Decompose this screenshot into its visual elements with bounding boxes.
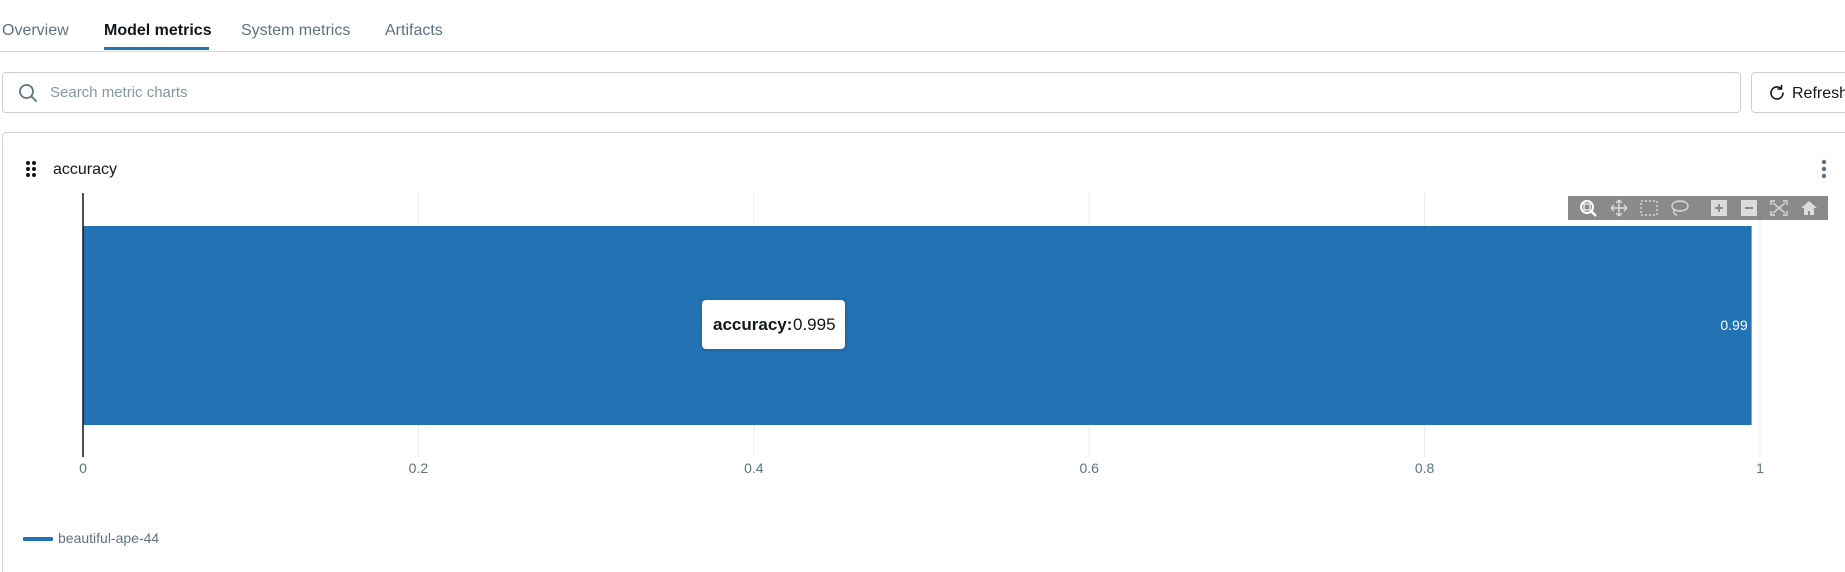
zoom-out-icon[interactable] [1738,198,1760,218]
lasso-select-icon[interactable] [1668,198,1690,218]
chart-title: accuracy [53,161,118,178]
tab-bar: Overview Model metrics System metrics Ar… [0,0,1845,52]
legend-label: beautiful-ape-44 [58,530,160,546]
refresh-icon [1770,84,1784,100]
x-axis: 0 0.2 0.4 0.6 0.8 1 [79,193,1764,476]
more-options-icon[interactable] [1816,158,1832,180]
bar-data-label: 0.99 [1720,317,1747,333]
x-tick-label: 1 [1756,460,1764,476]
bars: 0.99 [83,226,1752,425]
search-input[interactable] [50,73,1730,112]
search-box [2,72,1741,113]
x-tick-label: 0.4 [744,460,764,476]
chart-modebar [1568,196,1828,220]
tooltip-label: accuracy: [713,315,793,334]
tooltip-value: 0.995 [793,315,836,334]
tab-system-metrics[interactable]: System metrics [241,22,351,39]
box-select-icon[interactable] [1638,198,1660,218]
reset-axes-icon[interactable] [1798,198,1820,218]
bar[interactable] [83,226,1752,425]
x-tick-label: 0 [79,460,87,476]
zoom-icon[interactable] [1578,198,1600,218]
legend-swatch [23,537,53,541]
active-tab-indicator [104,47,209,50]
tab-model-metrics[interactable]: Model metrics [104,22,212,39]
x-tick-label: 0.6 [1079,460,1099,476]
pan-icon[interactable] [1608,198,1630,218]
refresh-button[interactable]: Refresh [1751,72,1845,113]
bar-chart: 0.99 0 0.2 0.4 0.6 0.8 1 [79,193,1764,476]
x-tick-label: 0.8 [1415,460,1435,476]
tab-artifacts[interactable]: Artifacts [385,22,443,39]
autoscale-icon[interactable] [1768,198,1790,218]
hover-tooltip: accuracy: 0.995 [702,300,845,349]
tab-overview[interactable]: Overview [2,22,69,39]
drag-handle-icon[interactable] [24,160,38,178]
refresh-label: Refresh [1792,85,1845,102]
x-tick-label: 0.2 [409,460,429,476]
zoom-in-icon[interactable] [1708,198,1730,218]
search-icon [19,84,37,102]
